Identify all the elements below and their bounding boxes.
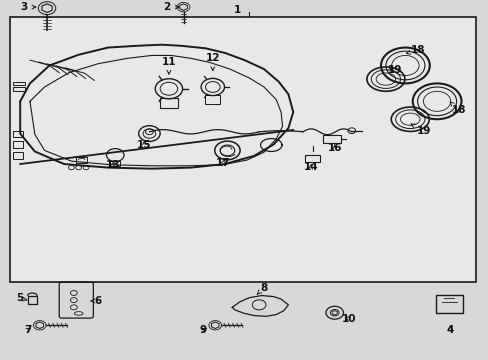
Text: 16: 16	[327, 143, 341, 153]
Text: 13: 13	[105, 160, 120, 170]
Text: 6: 6	[91, 296, 102, 306]
Text: 15: 15	[137, 140, 151, 150]
Text: 17: 17	[216, 158, 230, 168]
Text: 1: 1	[233, 5, 240, 15]
Text: 7: 7	[24, 325, 31, 335]
Bar	[13, 131, 22, 137]
Bar	[13, 82, 25, 85]
Bar	[13, 141, 22, 148]
Bar	[27, 296, 37, 304]
Bar	[10, 17, 475, 282]
Text: 10: 10	[342, 314, 356, 324]
Text: 2: 2	[163, 2, 179, 12]
Text: 3: 3	[20, 2, 36, 12]
Text: 18: 18	[449, 102, 466, 115]
Bar	[76, 157, 87, 163]
Bar	[13, 152, 22, 159]
Text: 9: 9	[199, 325, 206, 335]
Bar	[13, 87, 25, 91]
Bar	[205, 95, 220, 104]
Text: 19: 19	[386, 65, 401, 75]
Text: 8: 8	[257, 283, 267, 294]
Text: 18: 18	[406, 45, 424, 55]
Text: 11: 11	[162, 57, 176, 74]
Text: 19: 19	[410, 124, 430, 136]
Bar	[305, 155, 320, 162]
Text: 5: 5	[17, 293, 27, 303]
Text: 14: 14	[303, 162, 318, 172]
Bar	[160, 98, 177, 108]
Bar	[110, 161, 120, 166]
Text: 12: 12	[205, 53, 220, 71]
Bar	[323, 135, 340, 143]
Text: 4: 4	[446, 325, 453, 335]
